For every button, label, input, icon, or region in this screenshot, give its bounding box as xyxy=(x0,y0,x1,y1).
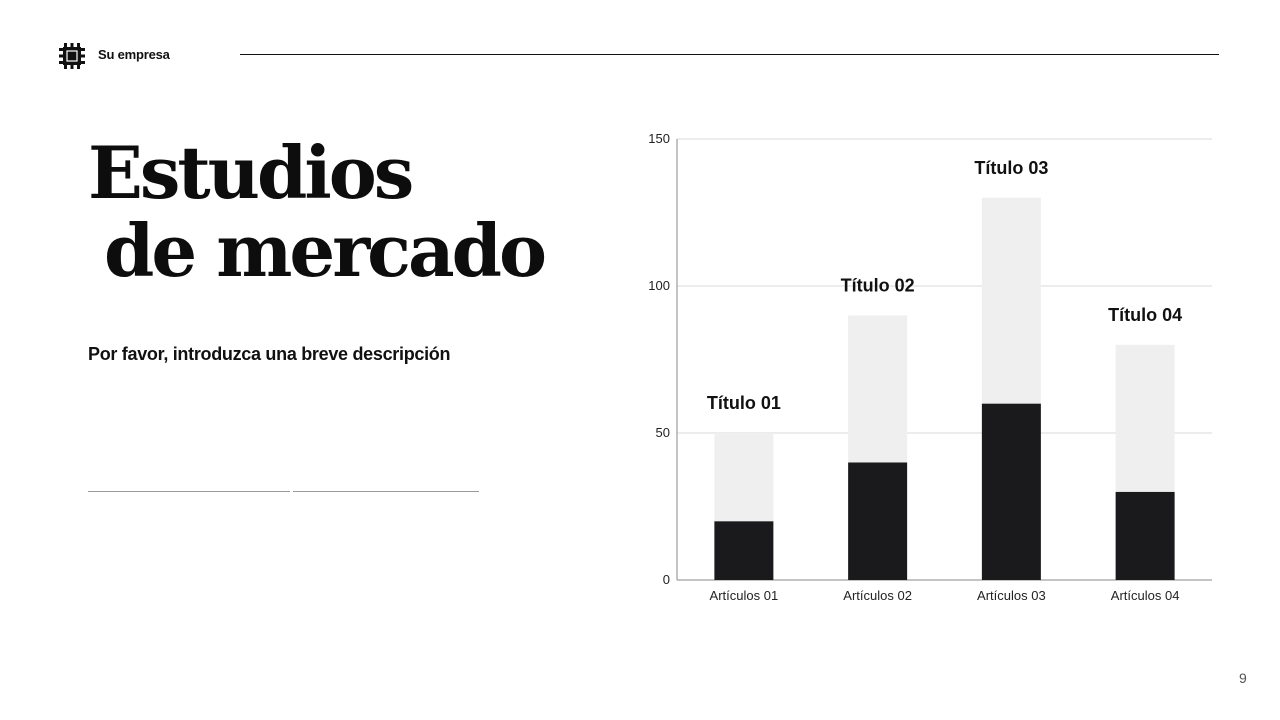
bar-chart: 0 50 100 150 Título 01 Artículos 01 Título 02 A… xyxy=(648,131,1212,603)
x-tick-label: Artículos 02 xyxy=(843,588,912,603)
bar-segment xyxy=(848,462,908,580)
title-line-1: Estudios xyxy=(88,130,414,215)
x-tick-label: Artículos 03 xyxy=(977,588,1046,603)
y-tick-label: 100 xyxy=(648,278,670,293)
placeholder-lines xyxy=(88,491,480,492)
bar-segment xyxy=(848,315,908,463)
bar-title-label: Título 01 xyxy=(707,393,781,413)
y-tick-label: 0 xyxy=(663,572,670,587)
x-tick-label: Artículos 01 xyxy=(710,588,779,603)
bar-title-label: Título 04 xyxy=(1108,305,1182,325)
y-tick-label: 150 xyxy=(648,131,670,146)
title-line-2: de mercado xyxy=(104,208,547,293)
y-tick-label: 50 xyxy=(656,425,670,440)
gear-stamp-icon xyxy=(59,43,85,69)
x-tick-label: Artículos 04 xyxy=(1111,588,1180,603)
company-name: Su empresa xyxy=(98,47,170,62)
bar-segment xyxy=(714,521,774,580)
bar-segment xyxy=(1115,344,1175,492)
bar-segment xyxy=(981,197,1041,404)
bar-segment xyxy=(981,403,1041,580)
page-title: Estudios de mercado xyxy=(88,130,547,293)
page-number: 9 xyxy=(1239,670,1247,686)
bar-title-label: Título 03 xyxy=(974,158,1048,178)
bar-segment xyxy=(1115,491,1175,580)
description-text: Por favor, introduzca una breve descripc… xyxy=(88,344,451,364)
bar-title-label: Título 02 xyxy=(841,275,915,295)
placeholder-line xyxy=(88,491,290,492)
header-divider xyxy=(240,54,1219,55)
bar-segment xyxy=(714,433,774,522)
placeholder-line xyxy=(293,491,479,492)
